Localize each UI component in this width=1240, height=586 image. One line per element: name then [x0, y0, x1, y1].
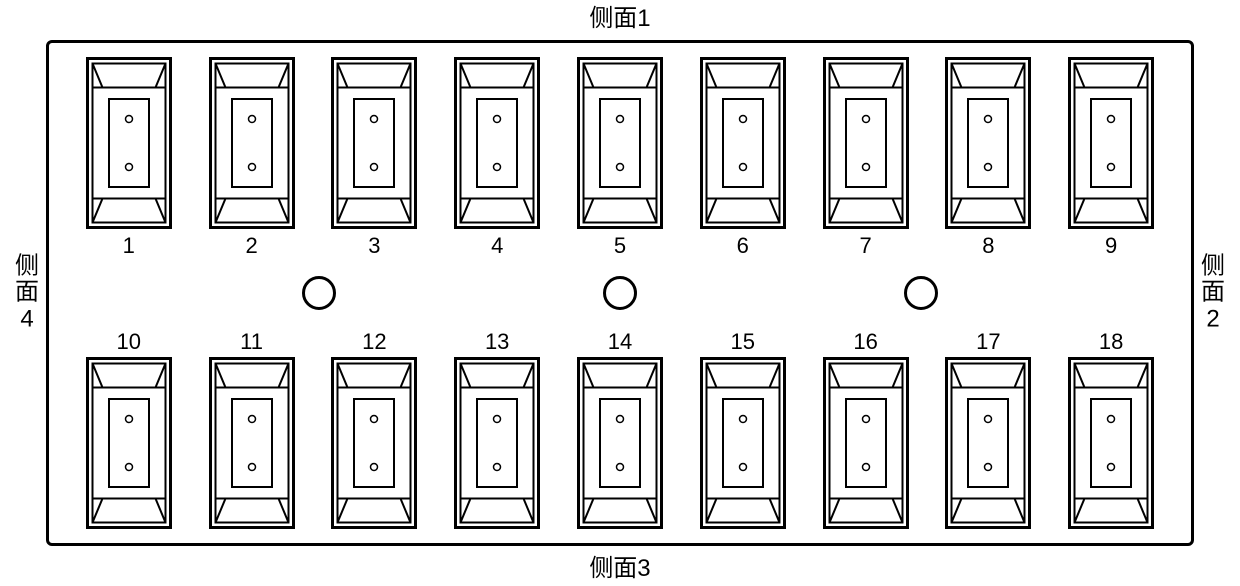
- mounting-plate: 123456789 101112131415161718: [46, 40, 1194, 546]
- connector-mount: [454, 357, 540, 529]
- connector-cell: 12: [331, 325, 417, 529]
- diagram-canvas: 侧面1 侧面3 侧 面 4 侧 面 2 123456789 1011121314…: [0, 0, 1240, 586]
- connector-number: 13: [485, 329, 509, 353]
- connector-mount: [86, 357, 172, 529]
- connector-mount: [823, 357, 909, 529]
- connector-cell: 17: [945, 325, 1031, 529]
- connector-mount: [945, 57, 1031, 229]
- connector-cell: 1: [86, 57, 172, 261]
- connector-cell: 13: [454, 325, 540, 529]
- connector-mount: [945, 357, 1031, 529]
- connector-mount: [209, 357, 295, 529]
- connector-mount: [331, 57, 417, 229]
- connector-number: 17: [976, 329, 1000, 353]
- connector-cell: 14: [577, 325, 663, 529]
- connector-cell: 16: [823, 325, 909, 529]
- connector-number: 8: [982, 233, 994, 257]
- connector-cell: 5: [577, 57, 663, 261]
- connector-cell: 11: [209, 325, 295, 529]
- connector-row-top: 1 2 3 4 5 6 7 8 9: [49, 57, 1191, 261]
- connector-mount: [209, 57, 295, 229]
- connector-mount: [454, 57, 540, 229]
- connector-number: 18: [1099, 329, 1123, 353]
- connector-cell: 15: [700, 325, 786, 529]
- connector-cell: 4: [454, 57, 540, 261]
- side-label-1: 侧面1: [0, 6, 1240, 32]
- connector-cell: 9: [1068, 57, 1154, 261]
- connector-row-bottom: 10 11 12 13 14 15 16 17 18: [49, 325, 1191, 529]
- connector-mount: [700, 357, 786, 529]
- connector-number: 15: [731, 329, 755, 353]
- side-label-4: 侧 面 4: [12, 253, 42, 332]
- connector-number: 9: [1105, 233, 1117, 257]
- connector-number: 16: [853, 329, 877, 353]
- connector-mount: [331, 357, 417, 529]
- alignment-holes: [49, 276, 1191, 310]
- connector-cell: 7: [823, 57, 909, 261]
- connector-cell: 2: [209, 57, 295, 261]
- connector-mount: [577, 357, 663, 529]
- alignment-hole: [603, 276, 637, 310]
- connector-cell: 6: [700, 57, 786, 261]
- connector-number: 6: [737, 233, 749, 257]
- connector-number: 3: [368, 233, 380, 257]
- connector-cell: 3: [331, 57, 417, 261]
- connector-mount: [1068, 357, 1154, 529]
- connector-number: 11: [240, 329, 263, 353]
- connector-cell: 18: [1068, 325, 1154, 529]
- connector-mount: [577, 57, 663, 229]
- connector-number: 5: [614, 233, 626, 257]
- connector-number: 12: [362, 329, 386, 353]
- connector-number: 2: [245, 233, 257, 257]
- connector-number: 4: [491, 233, 503, 257]
- side-label-3: 侧面3: [0, 556, 1240, 582]
- connector-number: 10: [117, 329, 141, 353]
- connector-cell: 8: [945, 57, 1031, 261]
- connector-mount: [823, 57, 909, 229]
- connector-cell: 10: [86, 325, 172, 529]
- connector-number: 7: [859, 233, 871, 257]
- connector-mount: [700, 57, 786, 229]
- alignment-hole: [904, 276, 938, 310]
- connector-mount: [1068, 57, 1154, 229]
- connector-number: 14: [608, 329, 632, 353]
- connector-mount: [86, 57, 172, 229]
- connector-number: 1: [123, 233, 135, 257]
- alignment-hole: [302, 276, 336, 310]
- side-label-2: 侧 面 2: [1198, 253, 1228, 332]
